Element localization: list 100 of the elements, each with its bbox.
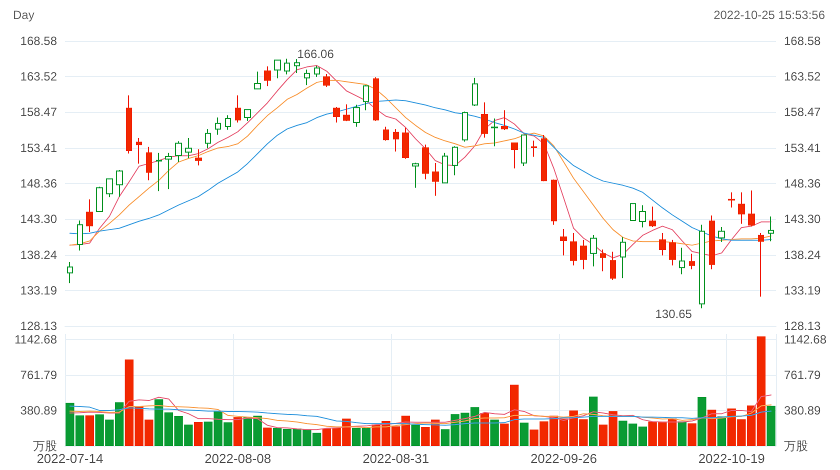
candlestick [185,137,192,159]
candlestick [136,137,142,164]
x-tick-label: 2022-10-19 [698,451,765,466]
candlestick [393,128,399,152]
x-tick-label: 2022-07-14 [36,451,104,466]
y-tick-label: 163.52 [20,70,58,84]
candlestick [560,228,567,256]
y-tick-label: 143.30 [20,212,58,226]
candlestick [758,232,764,298]
line-series [69,100,772,241]
y2-tick-label: 158.47 [784,105,822,120]
bar [411,424,420,446]
candlestick [77,220,83,251]
candlestick [709,215,715,270]
bar [766,406,776,446]
candlestick [728,192,735,208]
candlestick [669,239,676,266]
y2-tick-label: 143.30 [784,212,822,226]
candlestick [235,94,241,123]
candlestick [343,104,350,122]
candlestick [363,84,369,111]
y2-tick-label: 1142.68 [784,332,827,346]
chart-subtitle: 2022-10-25 15:53:56 [714,8,826,22]
candlestick [639,204,646,228]
annotation: 166.06 [297,46,334,61]
bar [194,422,203,446]
bar [698,397,706,446]
candlestick [501,110,508,131]
y2-tick-label: 380.89 [784,403,822,418]
y2-tick-label: 138.24 [784,248,822,262]
candlestick [156,152,162,192]
chart-title: Day [13,8,34,22]
line-series [69,394,772,430]
candlestick [491,118,498,147]
candlestick [215,117,221,136]
y-tick-label: 1142.68 [14,332,58,346]
candlestick [679,247,685,275]
candlestick [630,203,636,221]
y2-tick-label: 761.79 [784,368,822,382]
candlestick [610,251,616,280]
candlestick [294,58,300,74]
candlestick [86,198,93,233]
candlestick [620,236,626,279]
y-tick-label: 148.36 [20,176,58,190]
candlestick [402,127,409,160]
bar [490,420,499,446]
bar [85,415,94,446]
candlestick [126,94,132,154]
y-tick-label: 138.24 [20,248,58,262]
y-tick-label: 168.58 [20,34,58,48]
candlestick [570,232,577,266]
candlestick [175,140,182,163]
candlestick [689,253,695,270]
candlestick [116,170,123,198]
y2-tick-label: 168.58 [784,34,822,48]
bar [520,422,529,446]
candlestick [96,186,103,212]
candlestick [353,104,360,128]
candlestick [314,65,320,78]
y-tick-label: 761.79 [20,368,58,382]
candlestick [165,152,172,190]
bar [688,423,696,446]
candlestick [373,76,379,122]
candlestick [659,232,666,256]
y-tick-label: 133.19 [20,283,58,298]
candlestick [531,140,537,158]
candlestick [195,148,202,166]
candlestick [699,224,705,309]
candlestick [274,59,281,79]
candlestick [244,109,251,122]
candlestick [738,192,745,224]
candlestick [264,66,271,87]
candlestick [323,73,330,88]
candlestick [718,226,725,242]
candlestick [452,146,458,176]
x-tick-label: 2022-09-26 [530,451,597,466]
y2-tick-label: 153.41 [784,140,822,155]
candlestick [580,239,587,270]
candlestick [649,206,656,228]
candlestick [333,106,340,123]
candlestick [304,69,310,86]
y2-tick-label: 148.36 [784,176,822,190]
candlestick [590,234,597,267]
candlestick [225,114,231,130]
y-tick-label: 158.47 [20,105,58,120]
y-tick-label: 380.89 [20,403,58,418]
candlestick [146,146,152,181]
y2-tick-label: 128.13 [784,319,822,333]
candlestick [551,179,557,226]
candlestick [462,111,468,142]
candlestick [106,178,113,198]
candlestick [442,152,448,184]
x-tick-label: 2022-08-31 [362,451,430,466]
candlestick [205,128,211,149]
y-tick-label: 153.41 [20,140,58,155]
candlestick [432,162,439,196]
candlestick [67,262,73,284]
y2-tick-label: 163.52 [784,70,822,84]
bar [588,396,598,446]
candlestick [422,144,429,180]
